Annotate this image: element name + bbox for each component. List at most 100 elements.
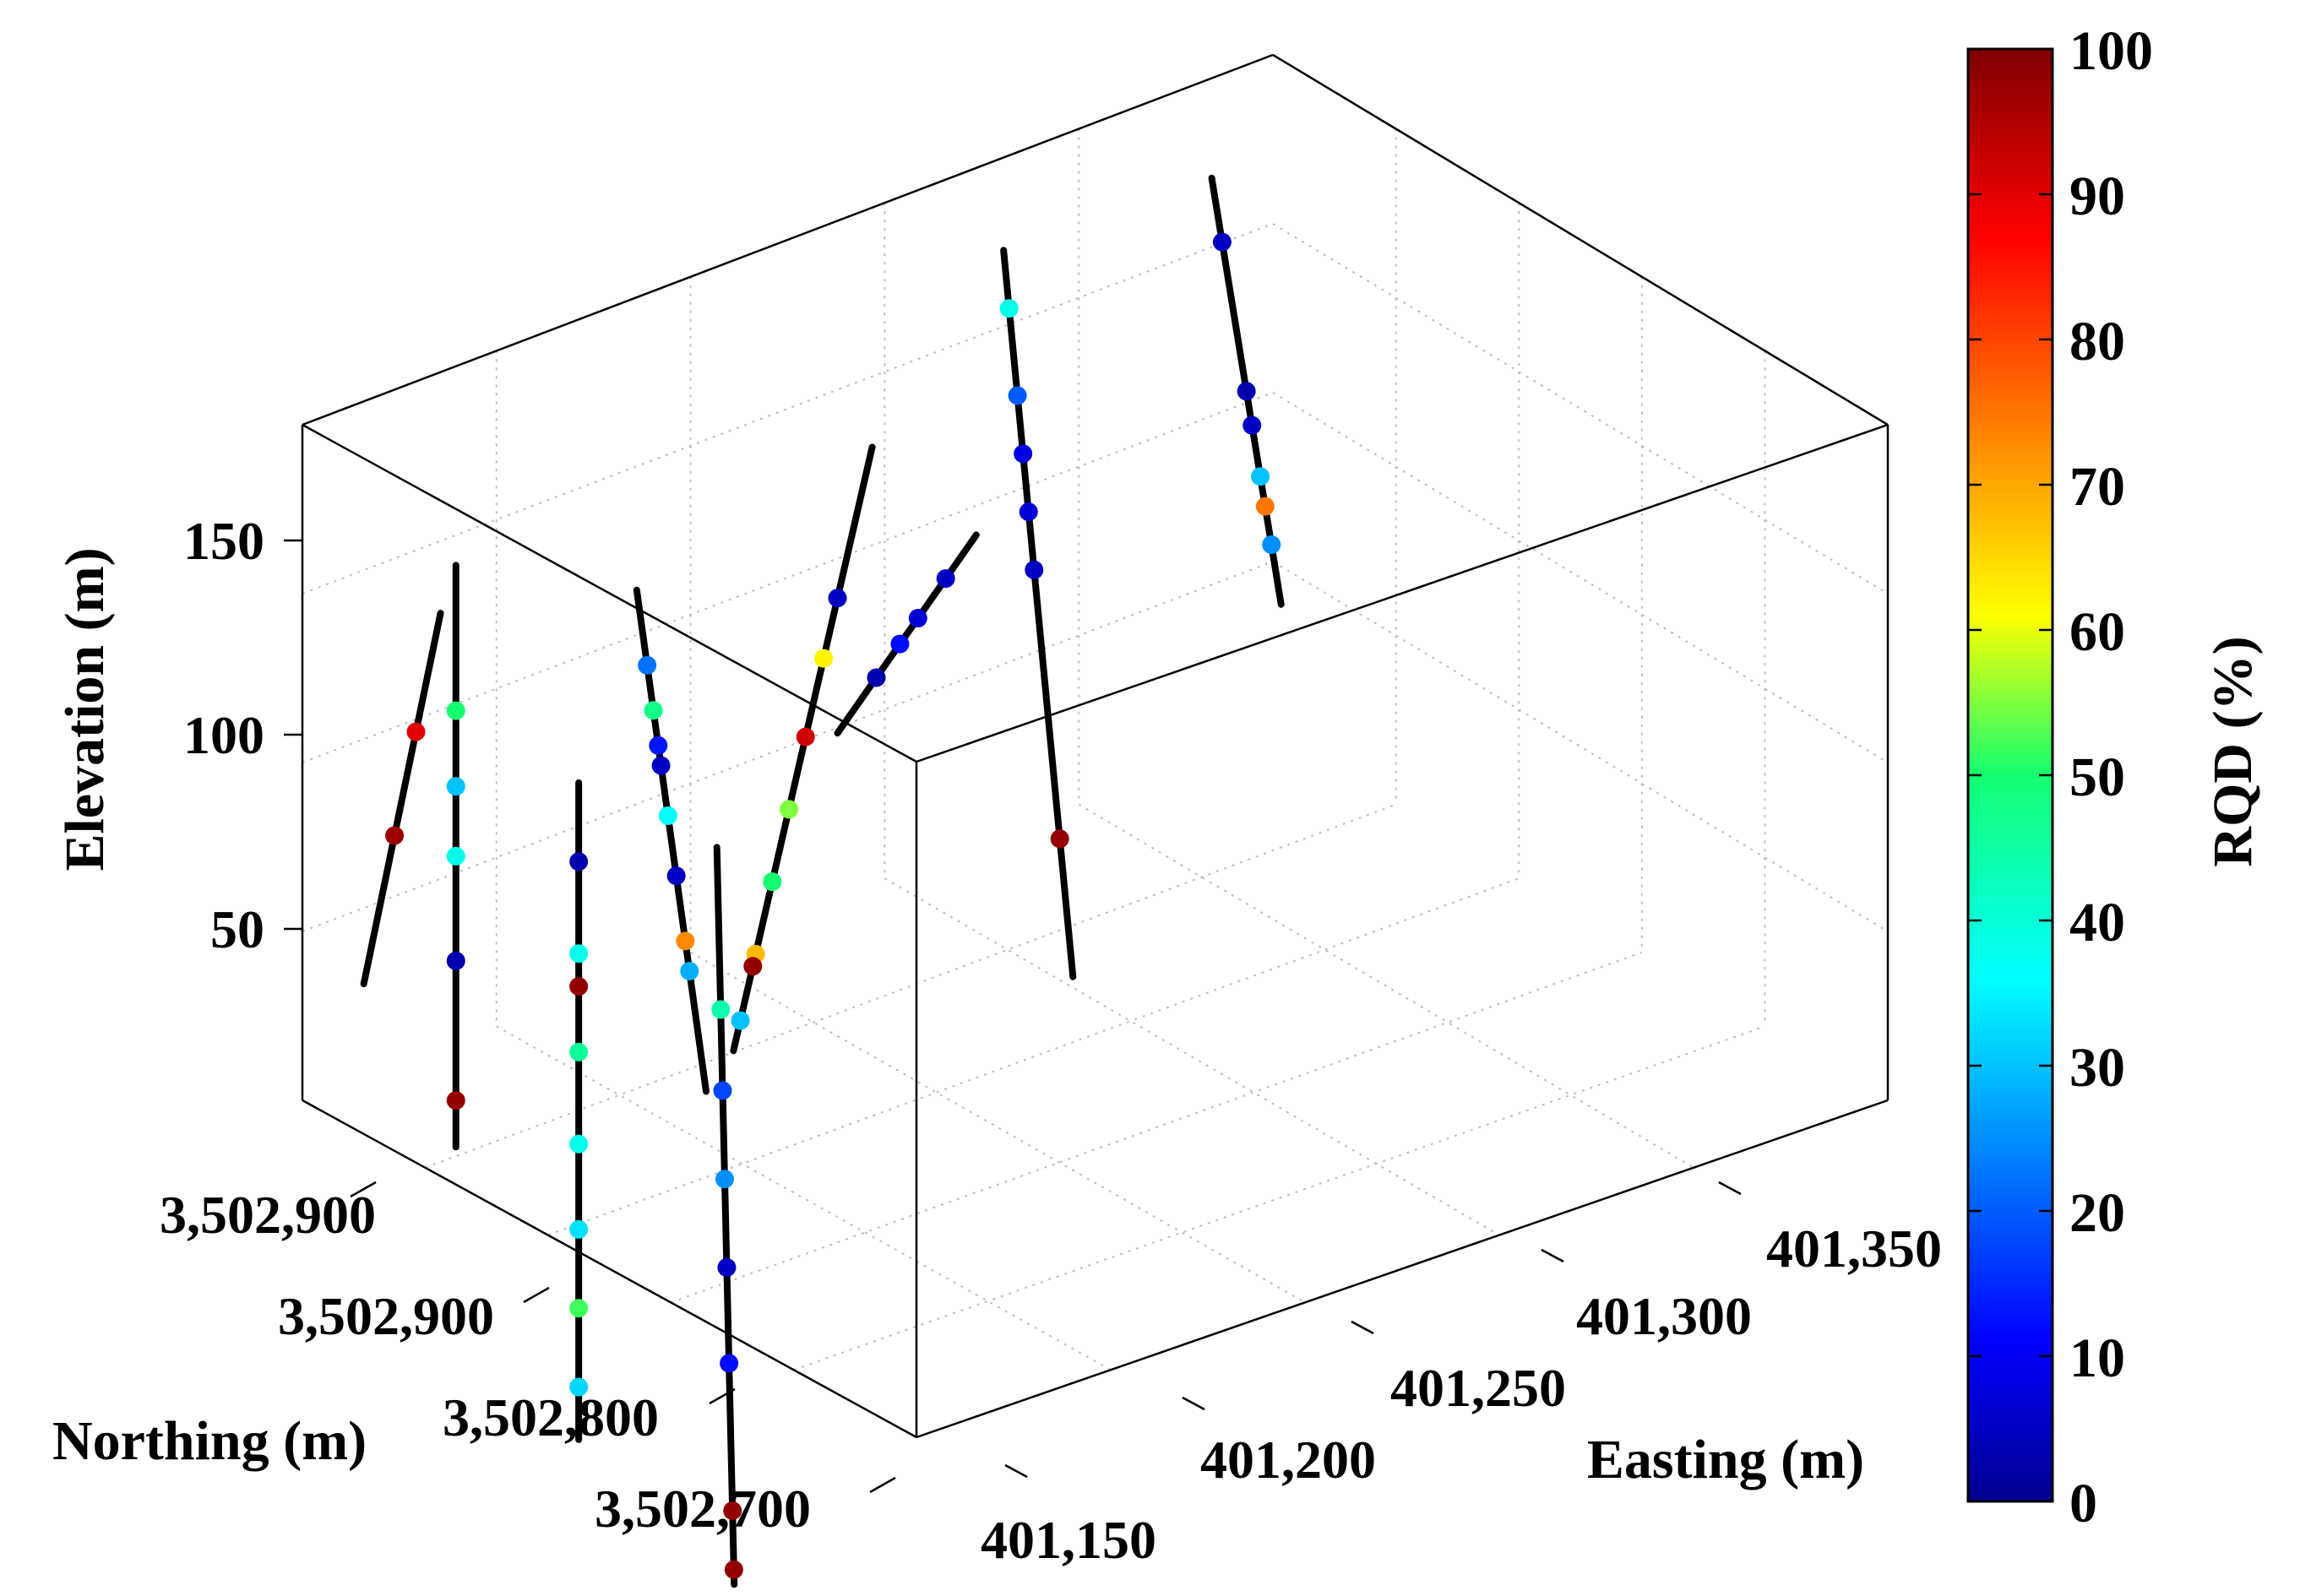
borehole-layer — [360, 174, 1285, 1588]
y-tick-label: 3,502,900 — [160, 1185, 376, 1245]
rqd-sample-point — [814, 649, 834, 668]
grid-line — [1272, 561, 1889, 932]
x-tick-label: 401,300 — [1576, 1286, 1752, 1346]
grid-line — [302, 223, 1274, 594]
box-edge — [302, 53, 1274, 426]
rqd-sample-point — [651, 756, 671, 775]
rqd-sample-point — [385, 826, 405, 845]
rqd-sample-point — [569, 1299, 589, 1318]
rqd-sample-point — [1019, 502, 1038, 522]
borehole — [633, 586, 710, 1095]
y-tick-label: 3,502,800 — [443, 1387, 659, 1447]
x-tick — [1182, 1396, 1205, 1411]
rqd-sample-point — [711, 1000, 731, 1019]
box-edge — [302, 1099, 917, 1439]
axis-ticks: 50 100 150 3,502,700 3,502,800 3,502,900 3,502… — [160, 511, 1942, 1570]
box-edge — [1272, 53, 1889, 426]
rqd-sample-point — [713, 1081, 732, 1100]
rqd-sample-point — [867, 668, 886, 687]
x-tick-label: 401,250 — [1390, 1358, 1566, 1418]
rqd-sample-point — [446, 951, 465, 970]
rqd-sample-point — [723, 1501, 742, 1521]
x-tick — [1004, 1463, 1028, 1479]
rqd-sample-point — [796, 727, 815, 746]
grid-line — [496, 1025, 1112, 1371]
y-tick — [350, 1181, 377, 1198]
rqd-sample-point — [569, 1134, 589, 1154]
colorbar-ticks: 0 10 20 30 40 50 60 70 80 90 100 — [1968, 20, 2153, 1534]
rqd-sample-point — [715, 1170, 734, 1189]
colorbar-tick-label: 40 — [2069, 892, 2125, 953]
x-tick — [1718, 1181, 1742, 1196]
rqd-sample-point — [406, 722, 426, 741]
rqd-sample-point — [1050, 829, 1069, 849]
rqd-sample-point — [446, 1091, 465, 1110]
rqd-sample-point — [666, 866, 686, 886]
colorbar-tick-label: 0 — [2069, 1473, 2097, 1534]
rqd-sample-point — [446, 846, 465, 866]
borehole-trace — [360, 610, 444, 988]
x-tick-label: 401,200 — [1200, 1430, 1376, 1490]
rqd-sample-point — [1237, 382, 1256, 401]
rqd-sample-point — [1242, 415, 1262, 435]
grid-line — [884, 877, 1500, 1236]
rqd-sample-point — [828, 589, 847, 608]
borehole — [711, 844, 743, 1588]
borehole — [730, 443, 876, 1055]
z-tick-label: 50 — [210, 899, 264, 959]
rqd-sample-point — [936, 569, 955, 589]
grid-line — [425, 803, 1396, 1169]
grid-lines — [302, 128, 1889, 1371]
y-tick — [869, 1476, 896, 1494]
rqd-sample-point — [1212, 232, 1232, 252]
rqd-sample-point — [1025, 560, 1044, 579]
y-tick — [523, 1286, 550, 1304]
rqd-sample-point — [1251, 467, 1270, 486]
colorbar-tick-label: 60 — [2069, 601, 2125, 663]
rqd-sample-point — [743, 957, 763, 976]
colorbar-label: RQD (%) — [2202, 636, 2264, 866]
grid-line — [1272, 392, 1889, 763]
rqd-sample-point — [569, 977, 589, 996]
z-axis-label: Elevation (m) — [54, 547, 116, 871]
grid-line — [670, 951, 1643, 1304]
rqd-sample-point — [680, 961, 699, 980]
rqd-sample-point — [569, 852, 589, 871]
rqd-sample-point — [1014, 444, 1033, 464]
box-edge — [302, 423, 917, 763]
rqd-sample-point — [569, 1042, 589, 1061]
rqd-sample-point — [1255, 497, 1275, 516]
x-tick-label: 401,150 — [981, 1510, 1156, 1570]
box-edge — [916, 1099, 1889, 1439]
borehole — [569, 779, 589, 1443]
rqd-sample-point — [780, 800, 799, 819]
y-tick — [709, 1387, 736, 1405]
rqd-sample-point — [649, 736, 668, 755]
rqd-sample-point — [908, 609, 927, 628]
y-tick-label: 3,502,900 — [278, 1286, 494, 1346]
rqd-sample-point — [763, 872, 782, 892]
rqd-sample-point — [1262, 535, 1281, 555]
y-axis-label: Northing (m) — [52, 1410, 367, 1472]
grid-line — [547, 877, 1520, 1236]
rqd-sample-point — [658, 806, 677, 825]
z-tick-label: 150 — [183, 511, 264, 571]
colorbar-tick-label: 50 — [2069, 746, 2125, 808]
colorbar-tick-label: 30 — [2069, 1037, 2125, 1099]
borehole — [999, 247, 1077, 980]
rqd-sample-point — [446, 777, 465, 796]
rqd-sample-point — [717, 1257, 737, 1277]
borehole-trace — [1000, 247, 1077, 980]
rqd-sample-point — [999, 299, 1019, 318]
axes-box-back — [301, 53, 1889, 1439]
rqd-sample-point — [890, 634, 910, 654]
colorbar-tick-label: 80 — [2069, 311, 2125, 372]
colorbar-tick-label: 100 — [2069, 20, 2153, 82]
colorbar-tick-label: 90 — [2069, 166, 2125, 227]
rqd-sample-point — [644, 701, 663, 720]
borehole-trace — [834, 531, 980, 737]
x-tick-label: 401,350 — [1766, 1219, 1942, 1278]
box-edge — [916, 423, 1889, 763]
